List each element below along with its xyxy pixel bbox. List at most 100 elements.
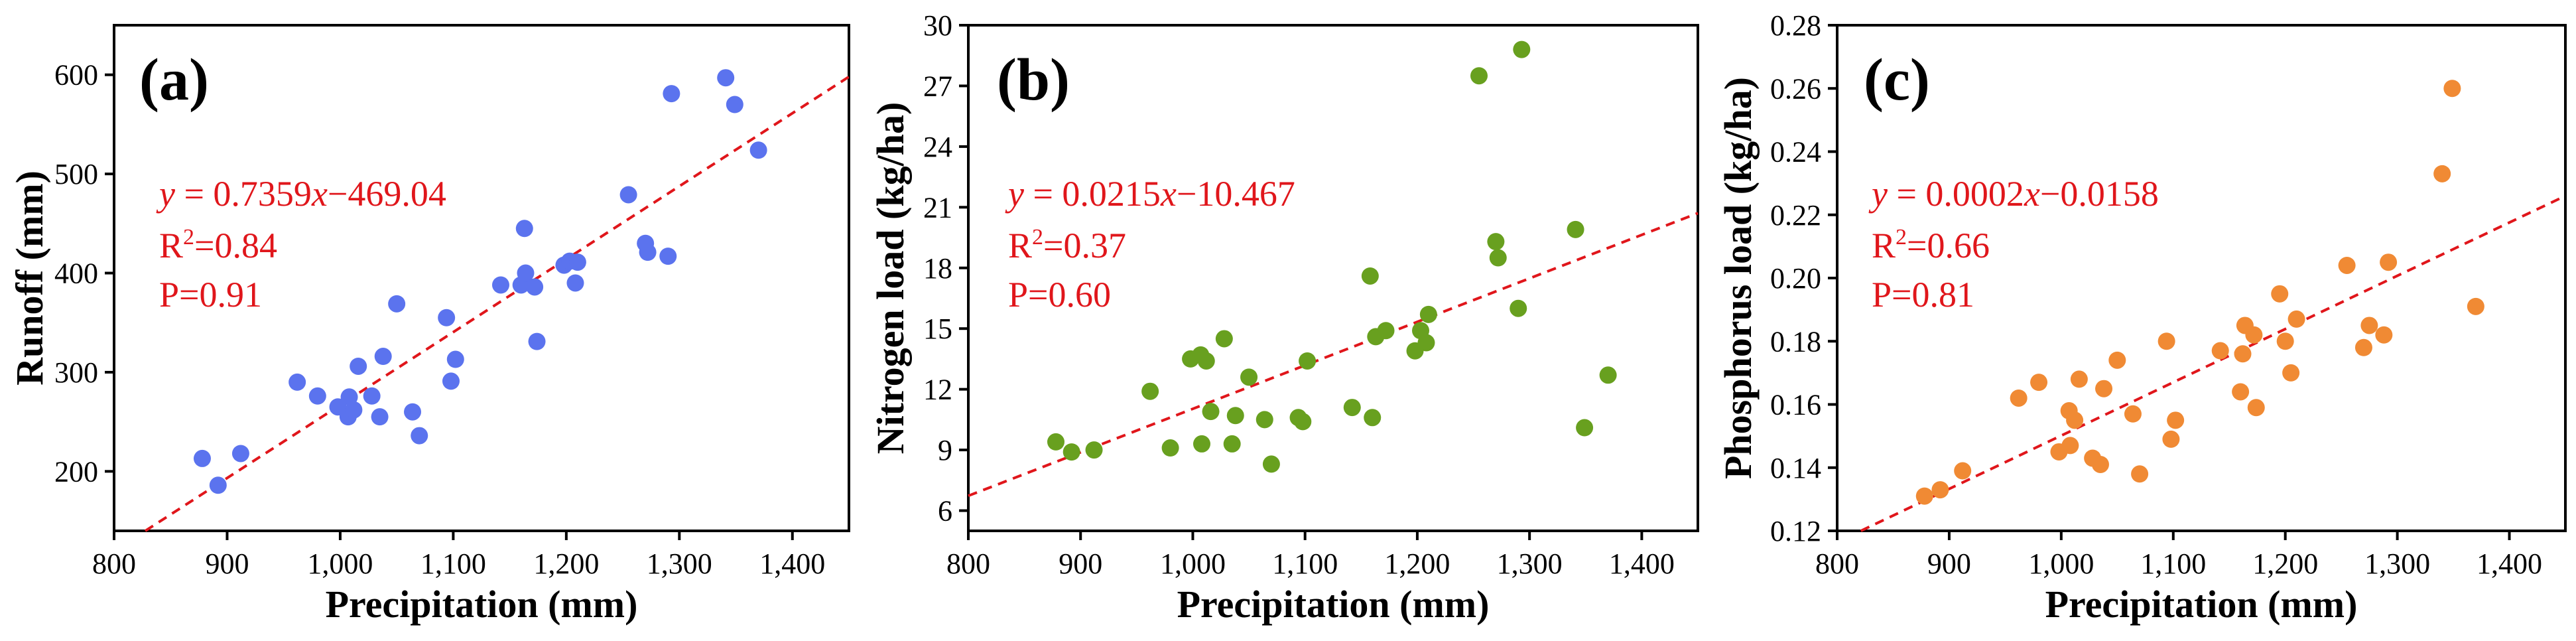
- data-point: [749, 141, 767, 159]
- x-tick-label: 1,300: [2364, 547, 2430, 580]
- y-tick-label: 0.14: [1770, 452, 1821, 484]
- y-tick-label: 0.18: [1770, 325, 1821, 358]
- data-point: [446, 350, 464, 368]
- data-point: [231, 445, 249, 463]
- data-point: [726, 96, 743, 113]
- data-point: [2124, 405, 2142, 423]
- y-tick-label: 6: [938, 495, 952, 528]
- y-tick-label: 0.24: [1770, 136, 1821, 169]
- x-tick-label: 1,400: [2477, 547, 2542, 580]
- data-point: [350, 357, 367, 375]
- x-tick-label: 1,300: [1497, 547, 1563, 580]
- y-tick-label: 0.26: [1770, 72, 1821, 105]
- data-point: [2443, 80, 2461, 98]
- y-tick-label: 15: [923, 313, 952, 345]
- y-tick-label: 0.28: [1770, 9, 1821, 42]
- x-tick-label: 900: [1927, 547, 1971, 580]
- data-point: [568, 253, 586, 271]
- regression-line: [144, 75, 850, 532]
- data-point: [363, 387, 381, 405]
- data-point: [1510, 299, 1527, 317]
- r-squared: R2=0.66: [1872, 225, 1990, 265]
- panel-c: 800 900 1,000 1,100 1,200 1,300 1,400 0.12 0.14 0…: [1716, 9, 2567, 626]
- data-point: [1294, 413, 1312, 431]
- data-point: [517, 264, 535, 282]
- data-point: [345, 401, 363, 419]
- y-tick-label: 500: [54, 158, 98, 190]
- x-tick-label: 800: [1815, 547, 1859, 580]
- data-point: [1576, 419, 1594, 437]
- data-point: [2108, 351, 2126, 369]
- x-tick-label: 1,200: [2252, 547, 2318, 580]
- p-value: P=0.91: [159, 275, 262, 315]
- panel-label: (a): [139, 47, 209, 113]
- y-tick-label: 12: [923, 374, 952, 406]
- data-point: [2030, 374, 2048, 392]
- data-point: [663, 85, 680, 103]
- data-point: [1226, 407, 1244, 425]
- data-point: [1215, 330, 1233, 348]
- data-point: [2276, 332, 2294, 350]
- x-tick-label: 1,300: [647, 547, 712, 580]
- y-tick-label: 30: [923, 9, 952, 42]
- y-tick-label: 0.12: [1770, 515, 1821, 547]
- y-tick-label: 0.16: [1770, 389, 1821, 421]
- data-point: [2010, 389, 2028, 407]
- data-point: [1202, 403, 1220, 421]
- data-point: [1085, 441, 1103, 459]
- r-squared: R2=0.37: [1008, 225, 1126, 265]
- data-point: [1240, 368, 1258, 386]
- data-point: [2338, 256, 2356, 274]
- data-point: [1364, 409, 1382, 427]
- data-point: [1599, 366, 1617, 384]
- x-tick-label: 1,000: [2028, 547, 2094, 580]
- data-point: [1193, 435, 1210, 453]
- y-tick-label: 0.20: [1770, 262, 1821, 295]
- x-tick-label: 1,000: [1160, 547, 1226, 580]
- data-point: [2271, 285, 2289, 303]
- data-point: [1931, 481, 1949, 499]
- panel-b: 800 900 1,000 1,100 1,200 1,300 1,400 6 9 12 15 18 2…: [869, 9, 1699, 626]
- data-point: [1915, 487, 1933, 505]
- data-point: [411, 427, 428, 445]
- y-tick-label: 21: [923, 191, 952, 224]
- data-point: [193, 449, 211, 467]
- y-tick-label: 24: [923, 131, 952, 163]
- data-point: [1063, 443, 1080, 461]
- data-point: [2247, 399, 2265, 417]
- data-point: [2131, 465, 2149, 483]
- data-point: [1262, 455, 1280, 473]
- data-point: [2167, 411, 2185, 429]
- data-point: [2360, 317, 2378, 334]
- regression-line: [1860, 194, 2566, 532]
- data-point: [2095, 380, 2113, 397]
- r-squared: R2=0.84: [159, 225, 277, 265]
- data-point: [659, 248, 677, 265]
- data-point: [2245, 326, 2263, 344]
- data-point: [371, 408, 389, 426]
- x-axis-title: Precipitation (mm): [1177, 583, 1490, 626]
- x-tick-label: 800: [946, 547, 990, 580]
- data-point: [2066, 411, 2084, 429]
- data-point: [2354, 338, 2372, 356]
- data-point: [2211, 342, 2229, 360]
- data-point: [1489, 249, 1507, 267]
- data-point: [491, 276, 509, 294]
- data-point: [308, 387, 326, 405]
- data-point: [2091, 455, 2109, 473]
- data-point: [209, 476, 227, 494]
- data-point: [619, 186, 637, 204]
- plot-frame: [113, 24, 850, 532]
- y-axis-title: Phosphorus load (kg/ha): [1716, 77, 1760, 479]
- x-tick-label: 1,200: [533, 547, 599, 580]
- x-axis-title: Precipitation (mm): [326, 583, 638, 626]
- data-point: [438, 309, 456, 326]
- y-axis-title: Runoff (mm): [8, 171, 51, 386]
- regression-equation: y = 0.0215x−10.467: [1005, 174, 1295, 214]
- data-point: [1954, 462, 1972, 480]
- y-axis-title: Nitrogen load (kg/ha): [869, 102, 912, 455]
- data-point: [2467, 297, 2484, 315]
- data-point: [515, 220, 533, 238]
- data-point: [2287, 310, 2305, 328]
- panel-a: 800 900 1,000 1,100 1,200 1,300 1,400 200 300 400…: [8, 24, 850, 626]
